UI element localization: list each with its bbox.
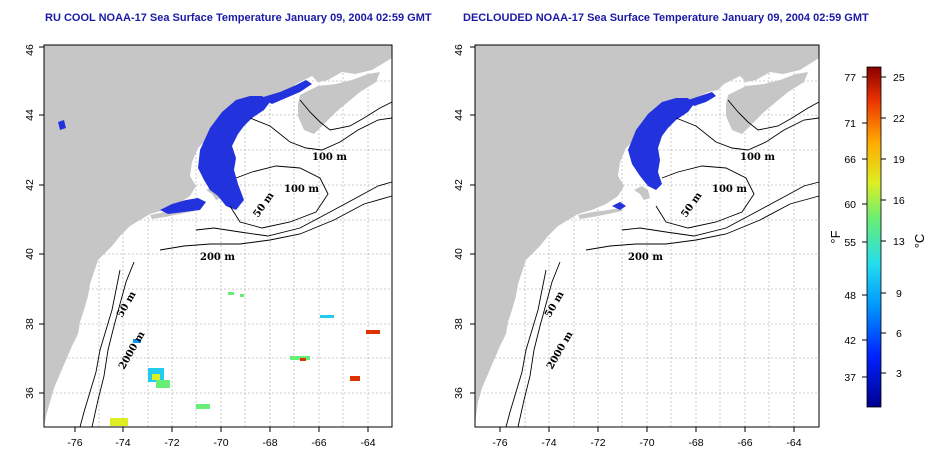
left-y-axis [39,46,44,394]
right-xtick-74: -74 [541,437,556,449]
right-x-axis [499,427,795,432]
right-ytick-42: 42 [453,179,465,191]
left-map-title: RU COOL NOAA-17 Sea Surface Temperature … [45,12,432,24]
right-land-north-america [475,45,819,427]
right-label-100m-b: 100 m [712,184,747,195]
colorbar-fahrenheit-label: °F [828,230,843,243]
right-y-axis [470,46,475,394]
left-bathymetry-contours [79,99,393,428]
left-xtick-64: -64 [360,437,375,449]
left-ytick-38: 38 [24,318,36,330]
left-sst-cold-water [58,80,312,214]
left-map-frame [43,44,393,428]
left-label-200m: 200 m [200,252,235,263]
colorbar-f-71: 71 [844,118,856,130]
colorbar-c-9: 9 [896,288,902,300]
right-map-panel: DECLOUDED NOAA-17 Sea Surface Temperatur… [453,12,869,449]
left-map-panel: RU COOL NOAA-17 Sea Surface Temperature … [24,12,432,449]
right-land-cape-cod [634,186,650,200]
colorbar-c-19: 19 [893,154,905,166]
colorbar-f-77: 77 [844,72,856,84]
right-xtick-72: -72 [590,437,605,449]
colorbar-f-ticks [862,76,867,378]
colorbar-c-25: 25 [893,72,905,84]
colorbar-c-3: 3 [896,368,902,380]
left-xtick-68: -68 [262,437,277,449]
right-label-200m: 200 m [628,252,663,263]
colorbar-f-60: 60 [844,199,856,211]
left-xtick-70: -70 [213,437,228,449]
right-ytick-36: 36 [453,387,465,399]
colorbar-f-66: 66 [844,154,856,166]
left-xtick-66: -66 [311,437,326,449]
left-ytick-46: 46 [24,44,36,56]
left-sst-scattered-pixels [110,292,380,426]
left-ytick-36: 36 [24,387,36,399]
left-label-100m-b: 100 m [284,184,319,195]
colorbar-c-22: 22 [893,113,905,125]
right-land-nova-scotia [726,72,808,134]
left-xtick-76: -76 [67,437,82,449]
colorbar-f-48: 48 [844,290,856,302]
right-xtick-76: -76 [492,437,507,449]
right-map-title: DECLOUDED NOAA-17 Sea Surface Temperatur… [463,12,869,24]
right-xtick-70: -70 [639,437,654,449]
left-xtick-72: -72 [164,437,179,449]
right-ytick-44: 44 [453,109,465,121]
left-label-100m-a: 100 m [312,152,347,163]
right-xtick-64: -64 [786,437,801,449]
left-ytick-40: 40 [24,248,36,260]
colorbar-c-ticks [881,76,886,374]
right-sst-cold-water [612,92,716,210]
colorbar-c-16: 16 [893,195,905,207]
right-ytick-40: 40 [453,248,465,260]
colorbar-c-6: 6 [896,328,902,340]
right-xtick-68: -68 [688,437,703,449]
right-land-long-island [578,208,622,219]
left-land-north-america [44,45,392,427]
left-x-axis [74,427,369,432]
left-land-nova-scotia [298,72,380,134]
colorbar: 77 71 66 60 55 48 42 37 25 22 19 16 13 9… [828,66,927,408]
colorbar-f-42: 42 [844,335,856,347]
colorbar-f-55: 55 [844,237,856,249]
right-label-100m-a: 100 m [740,152,775,163]
left-xtick-74: -74 [115,437,130,449]
colorbar-celsius-label: °C [912,234,927,249]
colorbar-gradient [866,66,882,408]
left-ytick-44: 44 [24,109,36,121]
right-xtick-66: -66 [737,437,752,449]
colorbar-f-37: 37 [844,372,856,384]
left-ytick-42: 42 [24,179,36,191]
right-bathymetry-contours [505,99,820,428]
right-ytick-46: 46 [453,44,465,56]
colorbar-c-13: 13 [893,236,905,248]
right-ytick-38: 38 [453,318,465,330]
